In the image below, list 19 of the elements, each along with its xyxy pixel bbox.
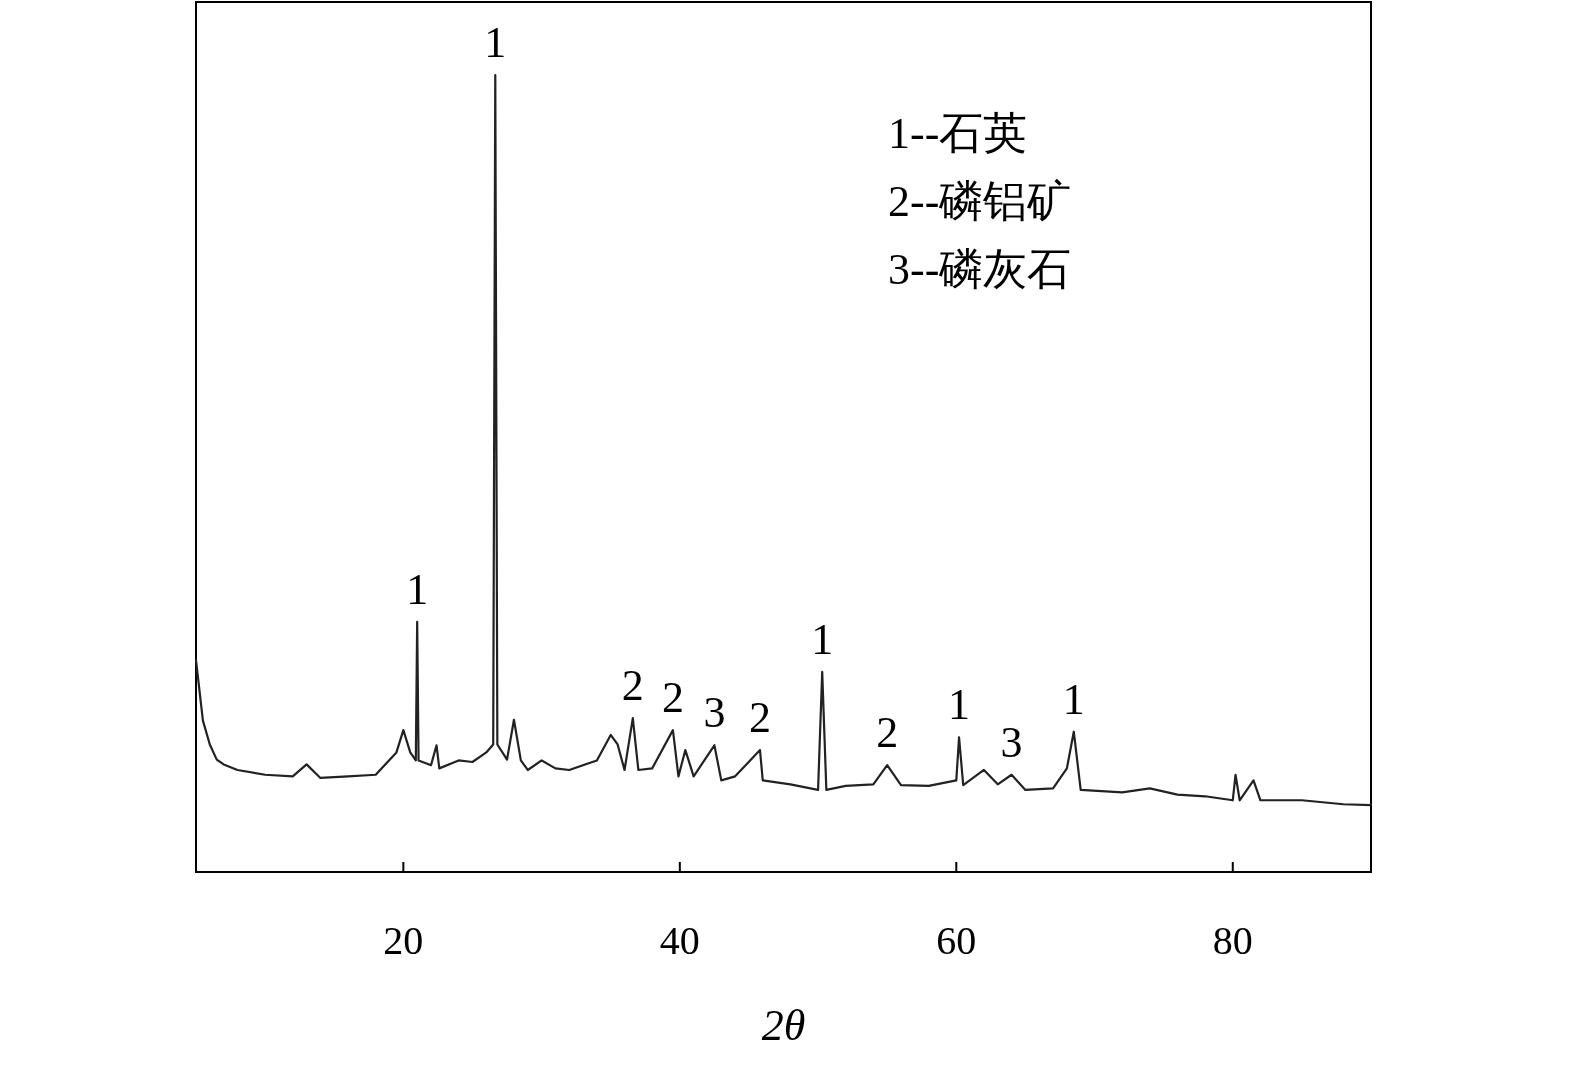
annotation: 2 [661, 673, 684, 723]
x-tick-label: 80 [1212, 918, 1253, 963]
annotation: 3--磷灰石 [888, 245, 1072, 294]
annotation: 2 [621, 661, 644, 711]
x-axis-title: 2θ [761, 1001, 806, 1050]
annotation: 3 [1000, 717, 1023, 767]
annotation: 1 [406, 564, 429, 614]
annotation: 1--石英 [888, 109, 1028, 158]
annotation: 2--磷铝矿 [888, 177, 1072, 226]
annotation: 2 [876, 708, 899, 758]
annotation: 3 [703, 688, 726, 738]
annotation: 1 [484, 18, 507, 67]
annotation: 2 [749, 693, 771, 743]
x-tick-label: 20 [383, 918, 424, 963]
annotation: 1 [948, 680, 971, 730]
x-tick-label: 60 [936, 918, 977, 963]
x-tick-label: 40 [659, 918, 700, 963]
annotation: 1 [811, 614, 834, 664]
annotation: 1 [1062, 674, 1085, 724]
